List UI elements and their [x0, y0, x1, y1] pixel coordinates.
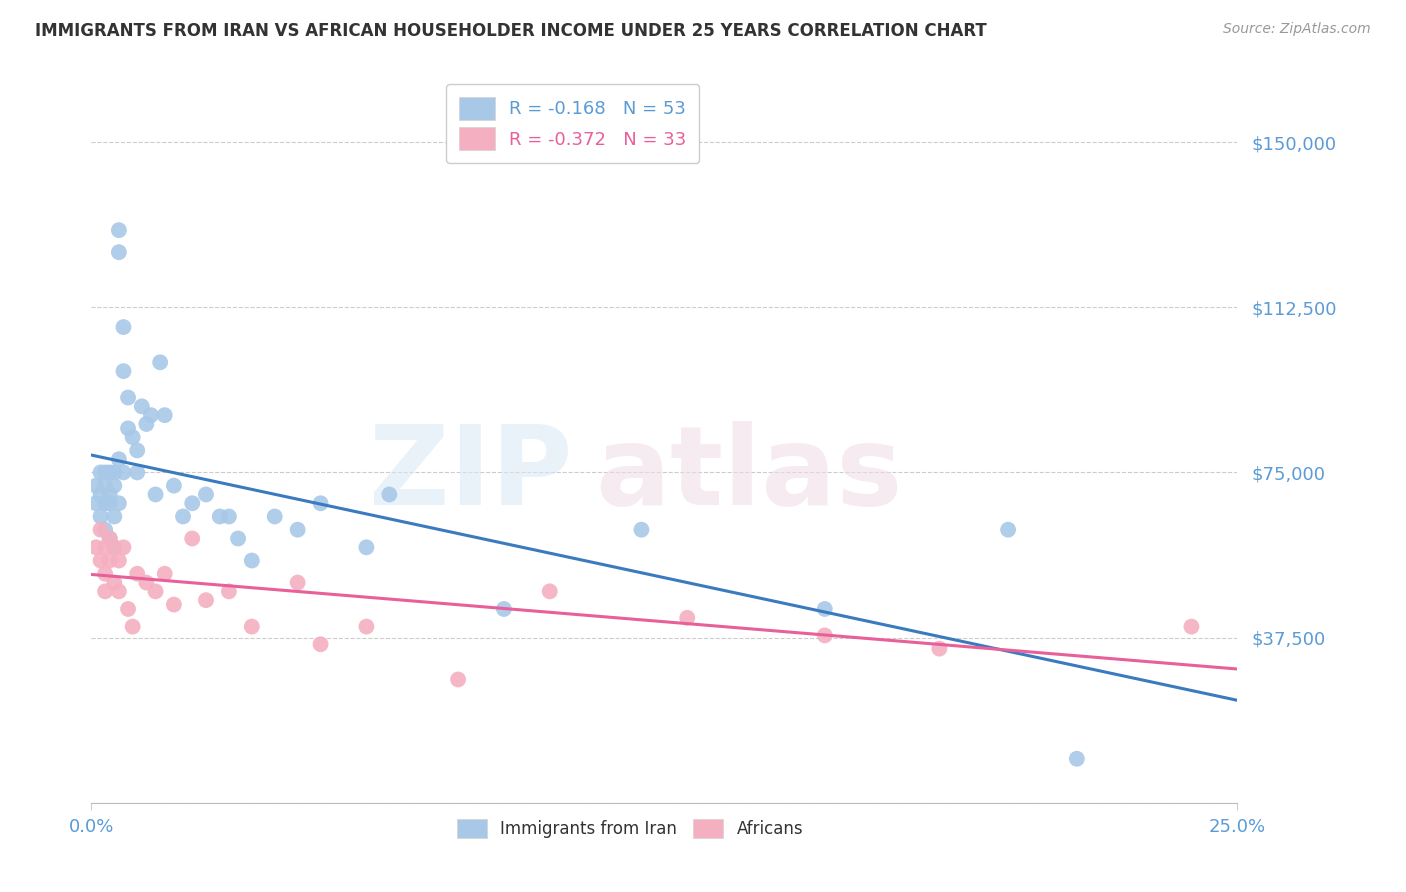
Text: atlas: atlas	[596, 421, 903, 528]
Point	[90, 523, 112, 537]
Point	[378, 487, 401, 501]
Point	[814, 628, 837, 642]
Point	[103, 541, 125, 555]
Point	[108, 245, 131, 260]
Point	[194, 487, 217, 501]
Point	[90, 509, 112, 524]
Point	[108, 452, 131, 467]
Point	[181, 532, 204, 546]
Point	[94, 496, 117, 510]
Point	[181, 496, 204, 510]
Point	[103, 575, 125, 590]
Point	[287, 523, 309, 537]
Point	[538, 584, 561, 599]
Point	[108, 496, 131, 510]
Point	[145, 584, 167, 599]
Point	[226, 532, 249, 546]
Point	[997, 523, 1019, 537]
Point	[135, 575, 157, 590]
Point	[84, 478, 107, 492]
Point	[153, 566, 176, 581]
Point	[356, 541, 378, 555]
Point	[94, 523, 117, 537]
Point	[928, 641, 950, 656]
Point	[112, 364, 135, 378]
Point	[90, 487, 112, 501]
Y-axis label: Householder Income Under 25 years: Householder Income Under 25 years	[0, 306, 7, 586]
Point	[98, 532, 121, 546]
Point	[121, 619, 143, 633]
Point	[218, 584, 240, 599]
Point	[163, 478, 186, 492]
Point	[240, 619, 263, 633]
Point	[814, 602, 837, 616]
Point	[127, 443, 149, 458]
Point	[263, 509, 285, 524]
Text: ZIP: ZIP	[370, 421, 572, 528]
Point	[117, 391, 139, 405]
Point	[163, 598, 186, 612]
Point	[121, 430, 143, 444]
Point	[98, 496, 121, 510]
Point	[112, 541, 135, 555]
Point	[90, 553, 112, 567]
Point	[94, 566, 117, 581]
Point	[287, 575, 309, 590]
Point	[131, 400, 153, 414]
Point	[492, 602, 515, 616]
Point	[127, 566, 149, 581]
Point	[447, 673, 470, 687]
Point	[108, 584, 131, 599]
Text: IMMIGRANTS FROM IRAN VS AFRICAN HOUSEHOLDER INCOME UNDER 25 YEARS CORRELATION CH: IMMIGRANTS FROM IRAN VS AFRICAN HOUSEHOL…	[35, 22, 987, 40]
Point	[98, 487, 121, 501]
Point	[145, 487, 167, 501]
Point	[112, 466, 135, 480]
Point	[103, 466, 125, 480]
Point	[117, 602, 139, 616]
Point	[108, 553, 131, 567]
Point	[1066, 752, 1088, 766]
Point	[90, 466, 112, 480]
Point	[1180, 619, 1202, 633]
Point	[194, 593, 217, 607]
Point	[309, 637, 332, 651]
Point	[208, 509, 231, 524]
Point	[149, 355, 172, 369]
Point	[103, 478, 125, 492]
Point	[309, 496, 332, 510]
Point	[103, 541, 125, 555]
Point	[84, 496, 107, 510]
Legend: Immigrants from Iran, Africans: Immigrants from Iran, Africans	[450, 812, 810, 845]
Point	[356, 619, 378, 633]
Point	[112, 320, 135, 334]
Point	[108, 223, 131, 237]
Text: Source: ZipAtlas.com: Source: ZipAtlas.com	[1223, 22, 1371, 37]
Point	[139, 408, 162, 422]
Point	[117, 421, 139, 435]
Point	[98, 532, 121, 546]
Point	[153, 408, 176, 422]
Point	[630, 523, 652, 537]
Point	[172, 509, 194, 524]
Point	[98, 553, 121, 567]
Point	[84, 541, 107, 555]
Point	[103, 509, 125, 524]
Point	[94, 478, 117, 492]
Point	[240, 553, 263, 567]
Point	[94, 584, 117, 599]
Point	[94, 466, 117, 480]
Point	[218, 509, 240, 524]
Point	[676, 611, 699, 625]
Point	[98, 466, 121, 480]
Point	[127, 466, 149, 480]
Point	[94, 541, 117, 555]
Point	[135, 417, 157, 431]
